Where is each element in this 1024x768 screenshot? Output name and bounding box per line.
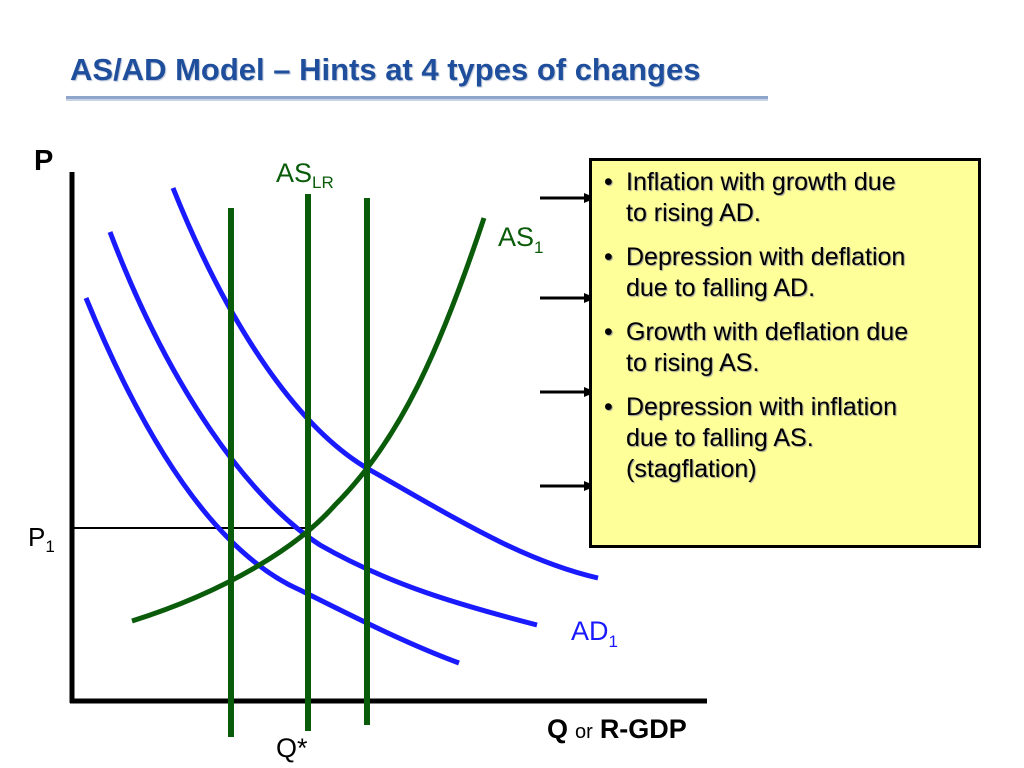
hint-line: due to falling AD.: [626, 274, 816, 302]
hint-line: to rising AS.: [626, 349, 760, 377]
hint-line: Depression with deflation: [626, 243, 906, 271]
hint-line: Growth with deflation due: [626, 318, 909, 346]
ad1-label: AD1: [571, 616, 618, 651]
hint-arrow-1: [540, 193, 596, 203]
p-axis-label: P: [34, 145, 53, 177]
hints-list: • Inflation with growth due to rising AD. •…: [602, 167, 970, 485]
qstar-label: Q*: [276, 733, 308, 763]
hint-line: due to falling AS.: [626, 424, 814, 452]
hint-arrow-4: [540, 481, 596, 491]
hint-arrow-3: [540, 387, 596, 397]
as1-curve: [131, 217, 487, 624]
hint-bullet: •: [604, 393, 613, 421]
hint-item: • Depression with deflation due to falling…: [602, 242, 970, 304]
hint-bullet: •: [604, 168, 613, 196]
hint-line: Depression with inflation: [626, 393, 897, 421]
as1-label: AS1: [498, 222, 544, 257]
hint-line: Inflation with growth due: [626, 168, 896, 196]
hints-box: • Inflation with growth due to rising AD. •…: [589, 158, 981, 548]
hint-arrow-2: [540, 293, 596, 303]
aslr-label: ASLR: [276, 158, 334, 192]
hint-item: • Growth with deflation due to rising AS.: [602, 317, 970, 379]
hint-item: • Inflation with growth due to rising AD.: [602, 167, 970, 229]
title-underline: [66, 96, 768, 101]
hint-line: (stagflation): [626, 455, 757, 483]
slide-title: AS/AD Model – Hints at 4 types of change…: [70, 52, 701, 87]
ad-curve-left: [83, 297, 460, 666]
hint-item: • Depression with inflation due to falling…: [602, 392, 970, 485]
hint-bullet: •: [604, 318, 613, 346]
hint-bullet: •: [604, 243, 613, 271]
p1-label: P1: [28, 522, 55, 556]
ad1-curve: [107, 231, 538, 628]
hint-line: to rising AD.: [626, 199, 761, 227]
